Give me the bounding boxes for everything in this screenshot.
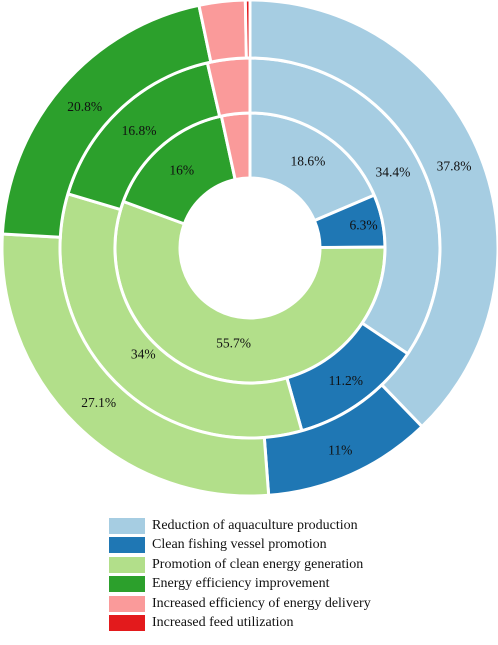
legend-label: Clean fishing vessel promotion bbox=[152, 537, 327, 553]
outer-ring-label-3: 20.8% bbox=[67, 99, 102, 114]
legend-swatch bbox=[109, 595, 145, 612]
chart-slices bbox=[0, 0, 498, 498]
legend-swatch bbox=[109, 615, 145, 632]
inner-ring-label-3: 16% bbox=[169, 163, 194, 178]
legend-label: Reduction of aquaculture production bbox=[152, 517, 358, 533]
inner-ring-label-1: 6.3% bbox=[350, 218, 378, 233]
legend-label: Promotion of clean energy generation bbox=[152, 556, 364, 572]
legend-item: Increased efficiency of energy delivery bbox=[109, 594, 371, 614]
legend-label: Increased efficiency of energy delivery bbox=[152, 595, 371, 611]
inner-ring-label-2: 55.7% bbox=[216, 336, 251, 351]
middle-ring-label-2: 34% bbox=[131, 346, 156, 361]
chart-labels: 18.6% 6.3% 55.7% 16% 34.4% 11.2% 34% 16.8% 37.8%… bbox=[67, 99, 471, 458]
outer-ring-slice-0 bbox=[248, 0, 498, 429]
outer-ring-label-2: 27.1% bbox=[81, 395, 116, 410]
legend-label: Energy efficiency improvement bbox=[152, 576, 330, 592]
outer-ring-slice-5 bbox=[243, 0, 252, 60]
legend-item: Promotion of clean energy generation bbox=[109, 555, 371, 575]
inner-ring-label-0: 18.6% bbox=[290, 153, 325, 168]
legend-swatch bbox=[109, 537, 145, 554]
outer-ring-label-1: 11% bbox=[328, 443, 352, 458]
middle-ring-label-0: 34.4% bbox=[375, 165, 410, 180]
chart-legend: Reduction of aquaculture production Clean… bbox=[109, 516, 371, 633]
legend-item: Reduction of aquaculture production bbox=[109, 516, 371, 536]
middle-ring-label-1: 11.2% bbox=[329, 373, 363, 388]
legend-swatch bbox=[109, 556, 145, 573]
legend-swatch bbox=[109, 517, 145, 534]
middle-ring-label-3: 16.8% bbox=[122, 123, 157, 138]
legend-label: Increased feed utilization bbox=[152, 615, 294, 631]
nested-donut-chart: 18.6% 6.3% 55.7% 16% 34.4% 11.2% 34% 16.8% 37.8%… bbox=[0, 0, 498, 498]
legend-swatch bbox=[109, 576, 145, 593]
legend-item: Clean fishing vessel promotion bbox=[109, 536, 371, 556]
outer-ring-label-0: 37.8% bbox=[437, 159, 472, 174]
legend-item: Increased feed utilization bbox=[109, 614, 371, 634]
legend-item: Energy efficiency improvement bbox=[109, 575, 371, 595]
